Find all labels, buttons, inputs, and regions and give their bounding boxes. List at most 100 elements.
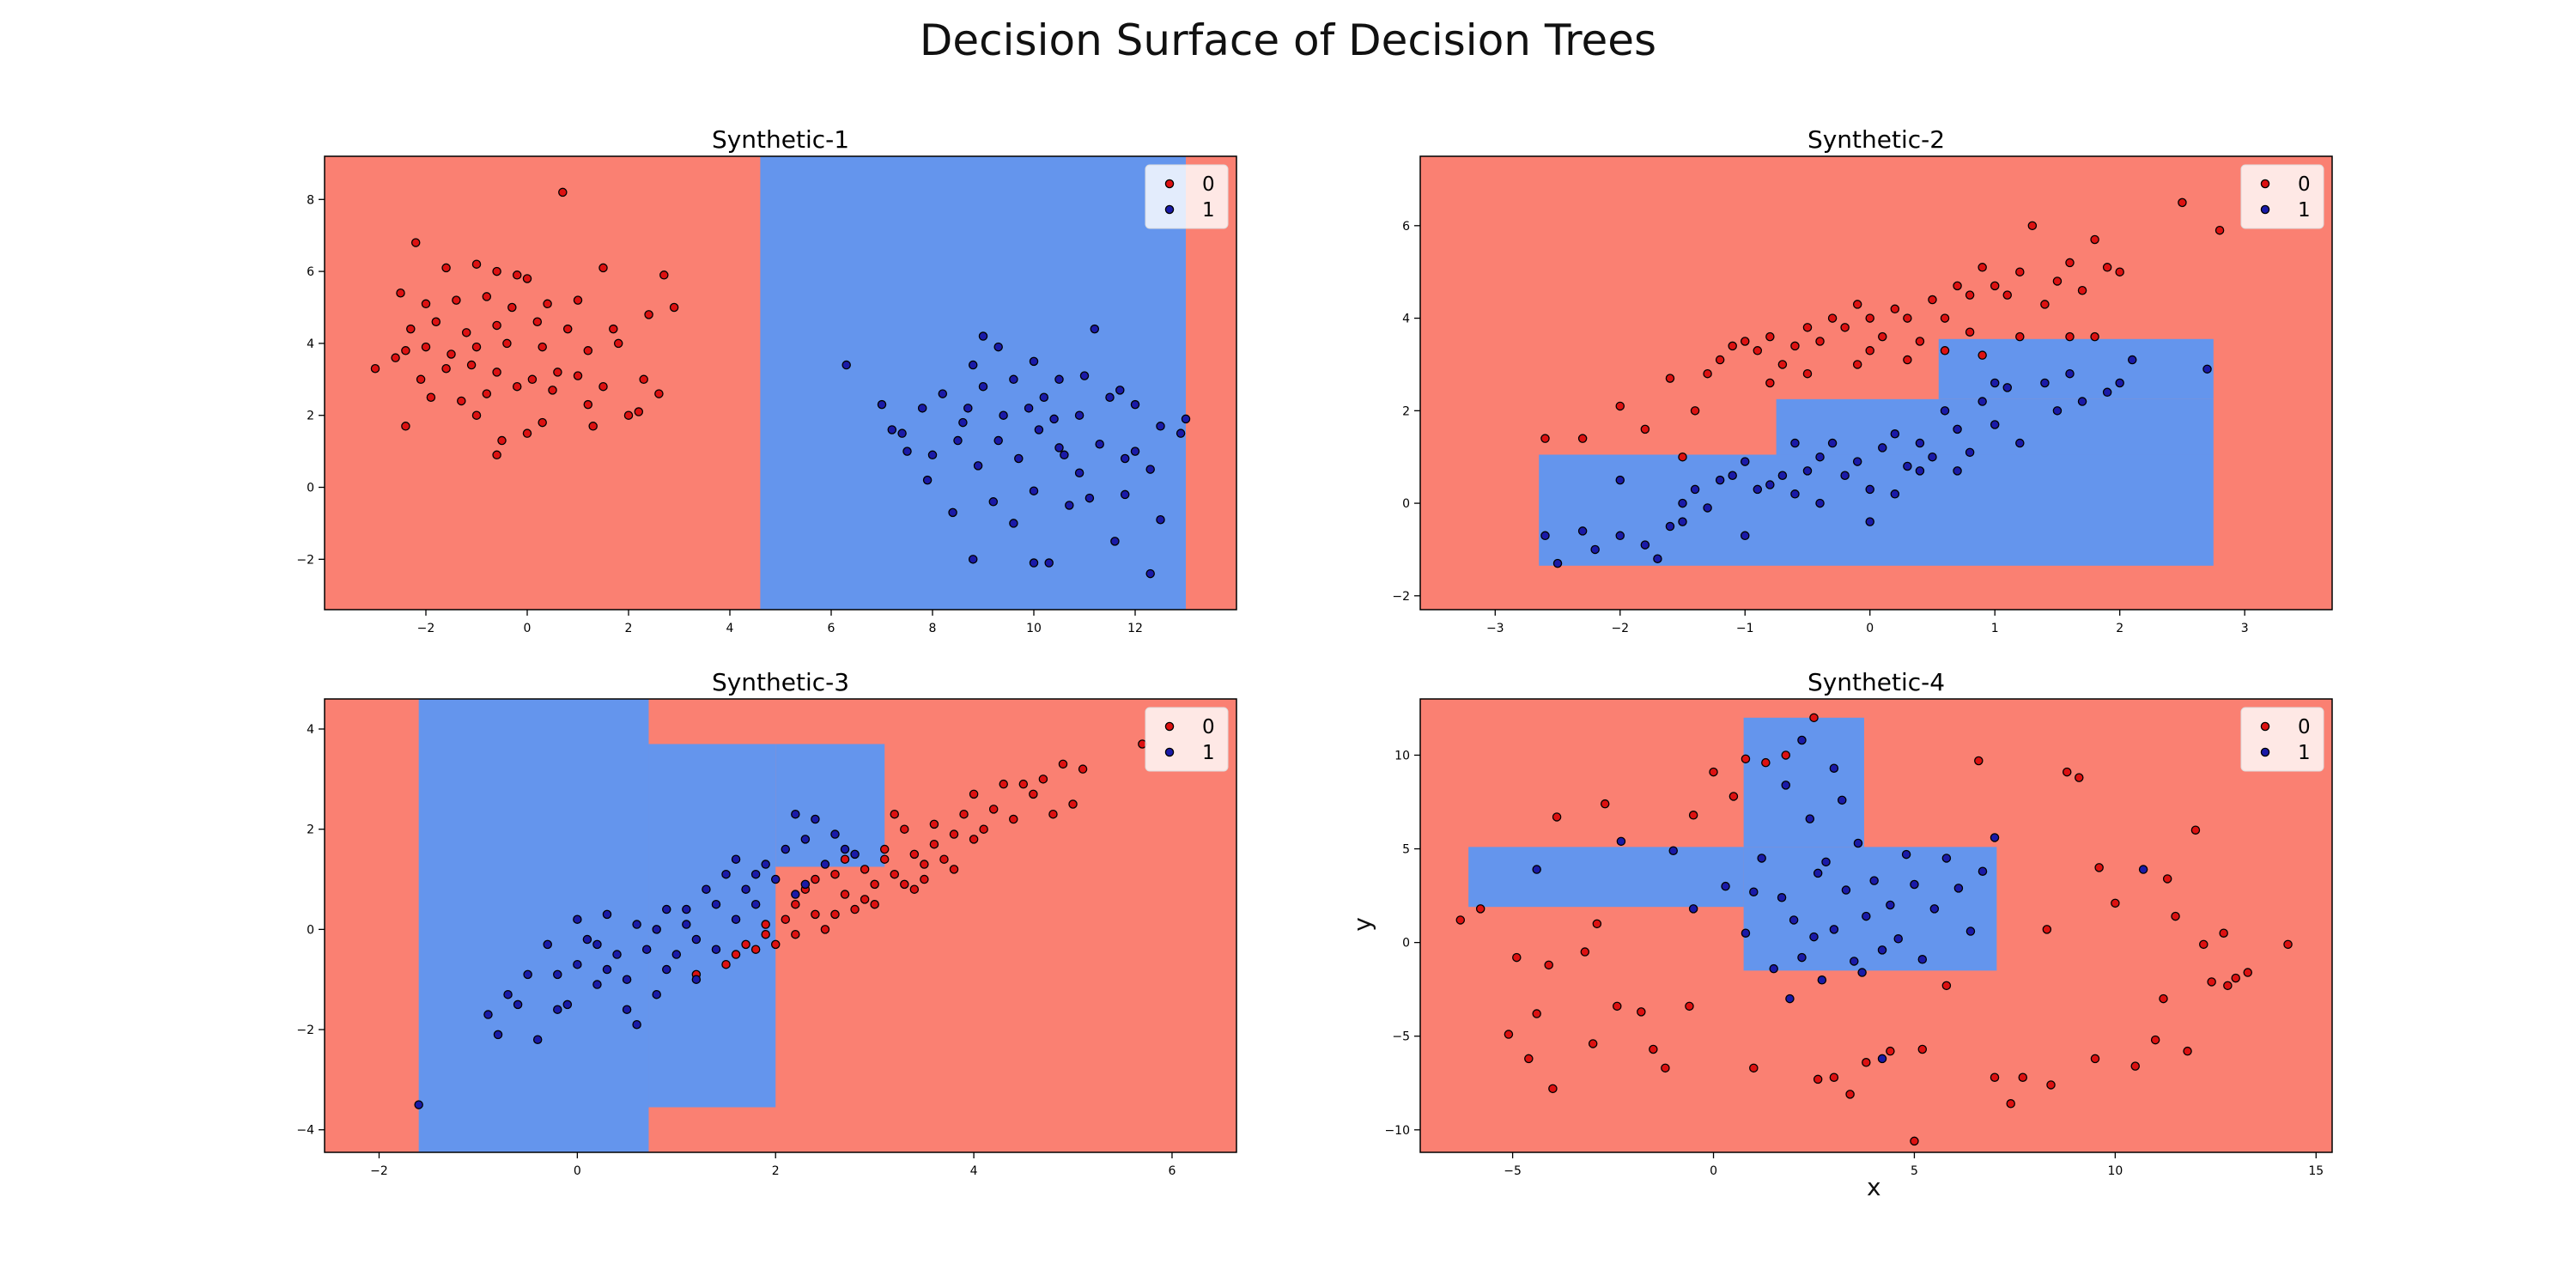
legend: 01 [2240,164,2324,229]
data-point-class-0 [1903,355,1912,365]
data-point-class-1 [1176,428,1186,438]
data-point-class-0 [1978,263,1987,272]
data-point-class-0 [613,338,623,349]
data-point-class-0 [482,389,492,398]
x-tick-label: −2 [417,622,435,635]
x-tick-label: 2 [625,622,633,635]
x-tick-label: 12 [1127,622,1143,635]
data-point-class-0 [811,909,820,920]
data-point-class-1 [1785,993,1795,1004]
data-point-class-1 [1827,438,1838,448]
data-point-class-0 [741,939,750,950]
data-point-class-1 [1953,466,1962,476]
data-point-class-0 [522,428,532,438]
data-point-class-0 [441,363,451,374]
data-point-class-0 [1588,1039,1598,1048]
data-point-class-1 [1029,558,1039,568]
x-tick-label: 10 [1026,622,1042,635]
data-point-class-0 [1552,812,1562,822]
data-point-class-0 [538,342,547,352]
data-point-class-0 [988,805,999,814]
data-point-class-1 [750,899,761,909]
data-point-class-0 [1058,759,1068,769]
data-point-class-1 [1877,945,1887,955]
data-point-class-0 [1809,713,1819,723]
data-point-class-0 [2062,767,2072,777]
data-point-class-0 [2207,977,2216,987]
data-point-class-1 [1749,887,1759,896]
data-point-class-1 [2015,438,2025,448]
data-point-class-1 [1953,884,1964,893]
data-point-class-1 [573,914,582,924]
legend-marker-class-0 [2260,721,2270,732]
data-point-class-1 [1877,1054,1887,1064]
data-point-class-1 [1741,928,1751,938]
data-point-class-1 [1757,854,1766,863]
y-tick-label: 10 [1394,749,1410,762]
data-point-class-1 [1850,957,1859,966]
data-point-class-0 [1815,337,1825,346]
data-point-class-1 [922,475,933,485]
data-point-class-0 [1715,355,1725,365]
data-point-class-1 [1769,963,1778,974]
data-point-class-1 [1532,865,1541,874]
data-point-class-0 [447,349,456,359]
data-point-class-0 [639,374,648,385]
data-point-class-1 [1777,471,1788,481]
data-point-class-1 [711,899,721,909]
data-point-class-0 [2002,290,2013,300]
data-point-class-1 [1915,438,1925,448]
data-point-class-1 [1130,399,1140,410]
data-point-class-1 [1901,849,1911,860]
data-point-class-1 [830,829,840,839]
x-tick-label: 1 [1991,622,1999,635]
data-point-class-0 [1690,406,1700,416]
data-point-class-1 [652,989,661,999]
data-point-class-1 [1978,866,1988,876]
data-point-class-0 [969,835,979,844]
data-point-class-1 [1039,392,1049,403]
data-point-class-0 [482,292,492,301]
data-point-class-0 [1640,424,1650,434]
data-point-class-1 [1910,879,1919,890]
data-point-class-0 [1649,1044,1658,1054]
data-point-class-0 [969,789,979,799]
data-point-class-0 [421,342,431,352]
x-tick-label: −3 [1486,622,1504,635]
legend-box [1145,164,1229,229]
legend-marker-class-1 [2260,204,2270,215]
data-point-class-0 [1928,295,1937,305]
data-point-class-0 [634,407,644,416]
x-tick-label: −2 [370,1164,388,1178]
legend-label: 0 [2298,173,2311,196]
data-point-class-0 [870,879,879,890]
data-point-class-0 [406,324,416,334]
data-point-class-1 [1821,857,1831,867]
data-point-class-0 [573,371,583,380]
y-tick-label: 6 [1402,220,1410,234]
data-point-class-0 [2015,267,2025,276]
x-tick-label: 15 [2308,1164,2324,1178]
data-point-class-1 [493,1030,503,1040]
data-point-class-1 [1678,498,1687,508]
data-point-class-1 [988,497,999,507]
y-tick-label: 0 [307,923,314,937]
data-point-class-0 [2094,863,2104,872]
data-point-class-0 [1580,947,1590,957]
data-point-class-1 [1120,453,1130,464]
data-point-class-0 [421,299,431,309]
data-point-class-1 [1813,868,1823,878]
data-point-class-0 [1703,368,1712,379]
data-point-class-0 [558,187,568,197]
data-point-class-0 [1890,304,1900,314]
data-point-class-0 [497,435,507,446]
data-point-class-0 [471,342,482,352]
data-point-class-1 [1084,493,1095,503]
data-point-class-0 [1661,1063,1670,1073]
legend-label: 1 [1202,742,1215,764]
data-point-class-0 [1790,341,1800,351]
data-point-class-1 [948,507,957,518]
data-point-class-1 [1540,531,1550,541]
